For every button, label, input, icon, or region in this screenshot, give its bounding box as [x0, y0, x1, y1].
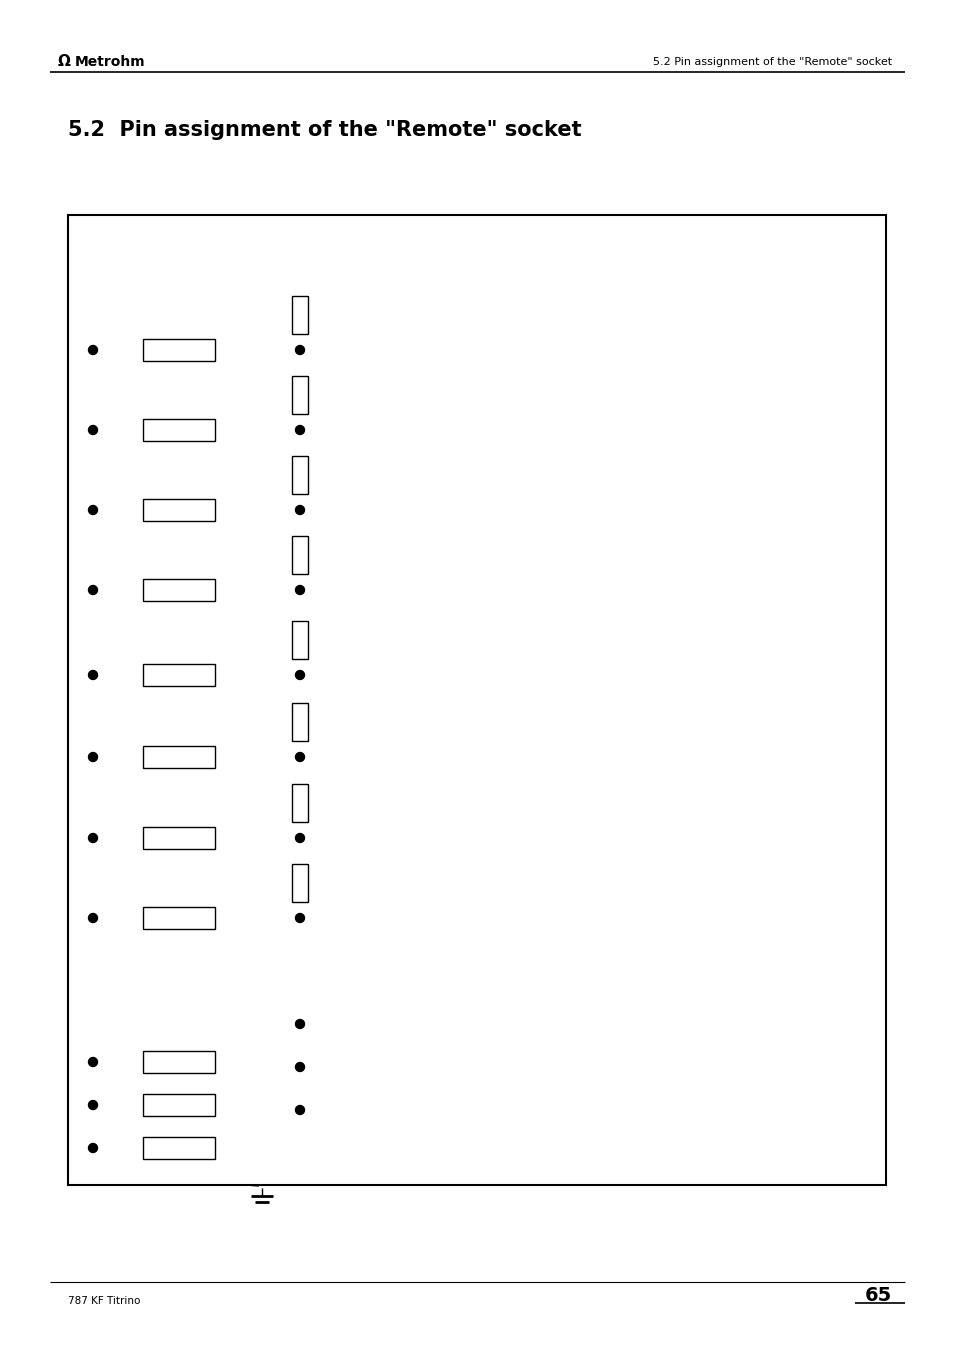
Circle shape: [89, 585, 97, 594]
Text: pin 12 (Input 7): pin 12 (Input 7): [306, 912, 397, 924]
Bar: [143, 580, 214, 601]
Text: +5 V: +5 V: [303, 272, 327, 282]
Text: +5 V: +5 V: [303, 512, 327, 521]
Text: pin 22 (Input 2): pin 22 (Input 2): [306, 504, 397, 516]
Bar: [292, 865, 308, 902]
Text: Ω: Ω: [58, 54, 71, 69]
Text: pin 23 (Input 4): pin 23 (Input 4): [306, 669, 397, 681]
Bar: [68, 215, 885, 1185]
Text: pin 4 (Output 2): pin 4 (Output 2): [306, 1132, 400, 1144]
Text: Function: Function: [640, 220, 694, 234]
Circle shape: [295, 834, 304, 843]
Bar: [292, 376, 308, 413]
Bar: [143, 827, 214, 848]
Text: 5.2  Pin assignment of the "Remote" socket: 5.2 Pin assignment of the "Remote" socke…: [68, 120, 581, 141]
Circle shape: [295, 426, 304, 435]
Bar: [292, 457, 308, 494]
Text: pin 18 (Output 1): pin 18 (Output 1): [306, 1089, 408, 1101]
Bar: [292, 296, 308, 334]
Bar: [143, 1051, 214, 1073]
Bar: [143, 1094, 214, 1116]
Bar: [292, 621, 308, 659]
Text: Start: Start: [475, 343, 505, 357]
Text: pin 9 (Input 1): pin 9 (Input 1): [306, 423, 390, 436]
Circle shape: [89, 1143, 97, 1152]
Circle shape: [89, 670, 97, 680]
Circle shape: [89, 346, 97, 354]
Circle shape: [89, 834, 97, 843]
Text: Titration,
active during titration: Titration, active during titration: [464, 1140, 594, 1169]
Circle shape: [295, 1062, 304, 1071]
Bar: [292, 536, 308, 574]
Text: $t_p$: $t_p$: [642, 439, 653, 453]
Bar: [143, 1138, 214, 1159]
Text: +5 V: +5 V: [303, 432, 327, 442]
Circle shape: [89, 913, 97, 923]
Text: external: external: [349, 220, 400, 234]
Text: pin 21 (Input 0): pin 21 (Input 0): [306, 343, 397, 357]
Text: +5 V: +5 V: [303, 680, 327, 689]
Text: Functions see page 67: Functions see page 67: [475, 532, 599, 542]
Circle shape: [295, 1020, 304, 1028]
Text: Stop: Stop: [475, 423, 503, 436]
Bar: [143, 499, 214, 521]
Text: Outputs: Outputs: [78, 1034, 141, 1048]
Circle shape: [295, 346, 304, 354]
Text: +5 V: +5 V: [303, 761, 327, 770]
Text: pin 11 (Input 5): pin 11 (Input 5): [306, 751, 397, 763]
Circle shape: [295, 505, 304, 515]
Text: +5 V: +5 V: [303, 597, 327, 607]
Text: Conditioning ok,
active if Cond.ok: Conditioning ok, active if Cond.ok: [464, 1097, 563, 1125]
Circle shape: [89, 505, 97, 515]
Circle shape: [89, 1101, 97, 1109]
Text: Metrohm: Metrohm: [75, 55, 146, 69]
Circle shape: [89, 753, 97, 762]
Text: not used: not used: [499, 789, 554, 802]
Circle shape: [295, 753, 304, 762]
Bar: [292, 784, 308, 821]
Text: pin 5 (Output 0): pin 5 (Output 0): [306, 1046, 400, 1058]
Circle shape: [89, 1058, 97, 1066]
Text: Ready
inactive: Ready inactive: [464, 1054, 512, 1082]
Bar: [292, 703, 308, 740]
Text: Clear: Clear: [475, 584, 507, 597]
Text: 787 KF Titrino: 787 KF Titrino: [68, 1296, 140, 1306]
Text: 5.2 Pin assignment of the "Remote" socket: 5.2 Pin assignment of the "Remote" socke…: [652, 57, 891, 68]
Circle shape: [295, 1105, 304, 1115]
Bar: [143, 663, 214, 686]
Text: $t_p$ > 100 ms: $t_p$ > 100 ms: [673, 439, 738, 453]
Text: +5 V: +5 V: [303, 840, 327, 850]
Text: pin 24 (Input 6): pin 24 (Input 6): [306, 831, 397, 844]
Circle shape: [295, 670, 304, 680]
Bar: [143, 419, 214, 440]
Text: 65: 65: [863, 1286, 891, 1305]
Text: Enter: Enter: [475, 504, 508, 516]
Circle shape: [295, 585, 304, 594]
Text: +5 V: +5 V: [303, 353, 327, 362]
Circle shape: [89, 426, 97, 435]
Text: Inputs: Inputs: [78, 258, 128, 272]
Bar: [143, 746, 214, 767]
Bar: [143, 907, 214, 929]
Circle shape: [295, 913, 304, 923]
Text: pin 10 (Input 3): pin 10 (Input 3): [306, 584, 397, 597]
Bar: [143, 339, 214, 361]
